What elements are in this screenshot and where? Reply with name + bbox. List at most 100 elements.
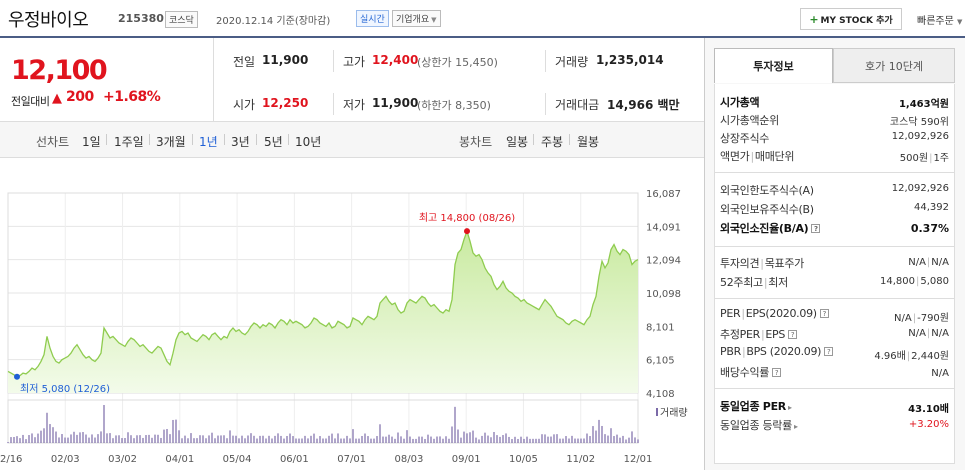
volume-bar: [391, 436, 393, 443]
volume-bar: [151, 437, 153, 443]
y-tick-label: 16,087: [646, 189, 681, 200]
period-5y[interactable]: 5년: [264, 135, 283, 149]
pbr-amount: 4.96배: [874, 351, 906, 362]
volume-bar: [616, 434, 618, 443]
tab-investment-info[interactable]: 투자정보: [714, 48, 833, 83]
foreign-exhaustion-value: 0.37%: [910, 222, 949, 235]
y-tick-label: 4,108: [646, 389, 675, 400]
help-icon[interactable]: ?: [772, 368, 782, 377]
volume-bar: [349, 438, 351, 443]
volume-bar: [607, 435, 609, 443]
volume-bar: [409, 436, 411, 443]
foreign-exhaustion-label: 외국인소진율(B/A)?: [720, 220, 821, 236]
volume-bar: [436, 436, 438, 443]
volume-frame: [7, 399, 639, 444]
volume-bar: [484, 432, 486, 443]
volume-bar: [286, 435, 288, 443]
candle-daily[interactable]: 일봉: [506, 135, 529, 149]
volume-bar: [97, 434, 99, 443]
52w-label: 52주최고|최저: [720, 274, 788, 290]
help-icon[interactable]: ?: [811, 224, 821, 233]
help-icon[interactable]: ?: [788, 330, 798, 339]
divider: [256, 134, 257, 145]
divider: [333, 50, 334, 72]
period-1w[interactable]: 1주일: [114, 135, 144, 149]
quick-order-dropdown[interactable]: 빠른주문 ▼: [917, 12, 962, 27]
separator: |: [741, 307, 745, 320]
volume-bar: [496, 435, 498, 443]
period-10y[interactable]: 10년: [295, 135, 322, 149]
company-overview-dropdown[interactable]: 기업개요 ▼: [392, 10, 441, 27]
target-price-text: 목표주가: [764, 257, 805, 270]
volume-bar: [40, 430, 42, 443]
period-1d[interactable]: 1일: [82, 135, 101, 149]
tab-order-book[interactable]: 호가 10단계: [833, 48, 955, 83]
volume-bar: [328, 435, 330, 443]
quick-order-label: 빠른주문: [917, 16, 954, 27]
foreign-holding-value: 44,392: [914, 202, 949, 213]
volume-bar: [475, 437, 477, 443]
volume-bar: [157, 434, 159, 443]
company-overview-label: 기업개요: [396, 15, 430, 25]
volume-bar: [526, 436, 528, 443]
volume-bar: [55, 431, 57, 443]
trade-amount-value: 14,966 백만: [607, 98, 680, 112]
add-my-stock-button[interactable]: + MY STOCK 추가: [800, 8, 902, 30]
volume-bar: [397, 432, 399, 443]
volume-bar: [562, 438, 564, 443]
help-icon[interactable]: ?: [824, 347, 834, 356]
volume-bar: [67, 437, 69, 443]
opinion-text: 투자의견: [720, 257, 760, 270]
period-3y[interactable]: 3년: [231, 135, 250, 149]
volume-bar: [94, 437, 96, 443]
volume-bar: [613, 436, 615, 443]
volume-bar: [196, 438, 198, 443]
section-divider: [714, 298, 955, 299]
volume-bar: [130, 435, 132, 443]
divider: [533, 134, 534, 145]
volume-bar: [382, 436, 384, 443]
sector-per-label: 동일업종 PER ▸: [720, 398, 792, 414]
period-1y[interactable]: 1년: [199, 135, 218, 149]
volume-bar: [214, 438, 216, 443]
pbr-bps-value: 4.96배|2,440원: [874, 347, 949, 362]
volume-bar: [250, 433, 252, 443]
price-chart[interactable]: 16,087 14,091 12,094 10,098 8,101 6,105 4,108 1…: [0, 160, 704, 470]
volume-bar: [523, 438, 525, 443]
volume-bar: [70, 434, 72, 443]
volume-bar: [295, 438, 297, 443]
volume-bar: [229, 430, 231, 443]
face-value-amount: 500원: [899, 153, 929, 164]
help-icon[interactable]: ?: [819, 309, 829, 318]
upper-limit: (상한가 15,450): [417, 56, 498, 69]
high-marker: [464, 228, 470, 235]
volume-bar: [466, 433, 468, 443]
volume-bar: [568, 438, 570, 443]
volume-bar: [7, 442, 9, 443]
volume-bar: [598, 419, 600, 443]
line-chart-label: 선차트: [36, 135, 70, 149]
candle-weekly[interactable]: 주봉: [541, 135, 564, 149]
volume-bar: [172, 419, 174, 443]
volume-bar: [460, 437, 462, 443]
divider: [149, 134, 150, 145]
volume-bar: [517, 438, 519, 443]
per-eps-label: PER|EPS(2020.09)?: [720, 307, 829, 320]
volume-bar: [472, 430, 474, 443]
volume-legend: 거래량: [660, 407, 688, 419]
foreign-holding-label: 외국인보유주식수(B): [720, 203, 814, 216]
volume-bar: [37, 433, 39, 443]
volume-bar: [547, 436, 549, 443]
period-3m[interactable]: 3개월: [156, 135, 186, 149]
bps-text: BPS (2020.09): [746, 345, 822, 358]
volume-bar: [259, 435, 261, 443]
open-value: 12,250: [262, 96, 309, 110]
candle-monthly[interactable]: 월봉: [577, 135, 600, 149]
realtime-button[interactable]: 실시간: [356, 10, 389, 27]
market-cap-rank-label: 시가총액순위: [720, 114, 779, 127]
volume-bar: [79, 432, 81, 443]
face-value-value: 500원|1주: [900, 149, 949, 164]
volume-bar: [154, 434, 156, 443]
plus-icon: +: [809, 12, 819, 26]
volume-bar: [499, 436, 501, 443]
